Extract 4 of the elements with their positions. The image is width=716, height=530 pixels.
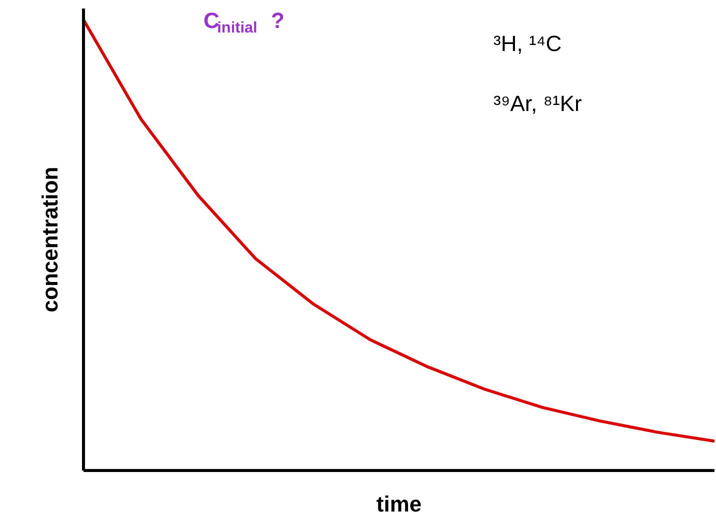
x-axis-title: time [376,492,422,516]
annotation: ³⁹Ar, ⁸¹Kr [494,91,582,116]
y-axis-title: concentration [38,166,62,312]
annotation: ³H, ¹⁴C [494,31,562,56]
